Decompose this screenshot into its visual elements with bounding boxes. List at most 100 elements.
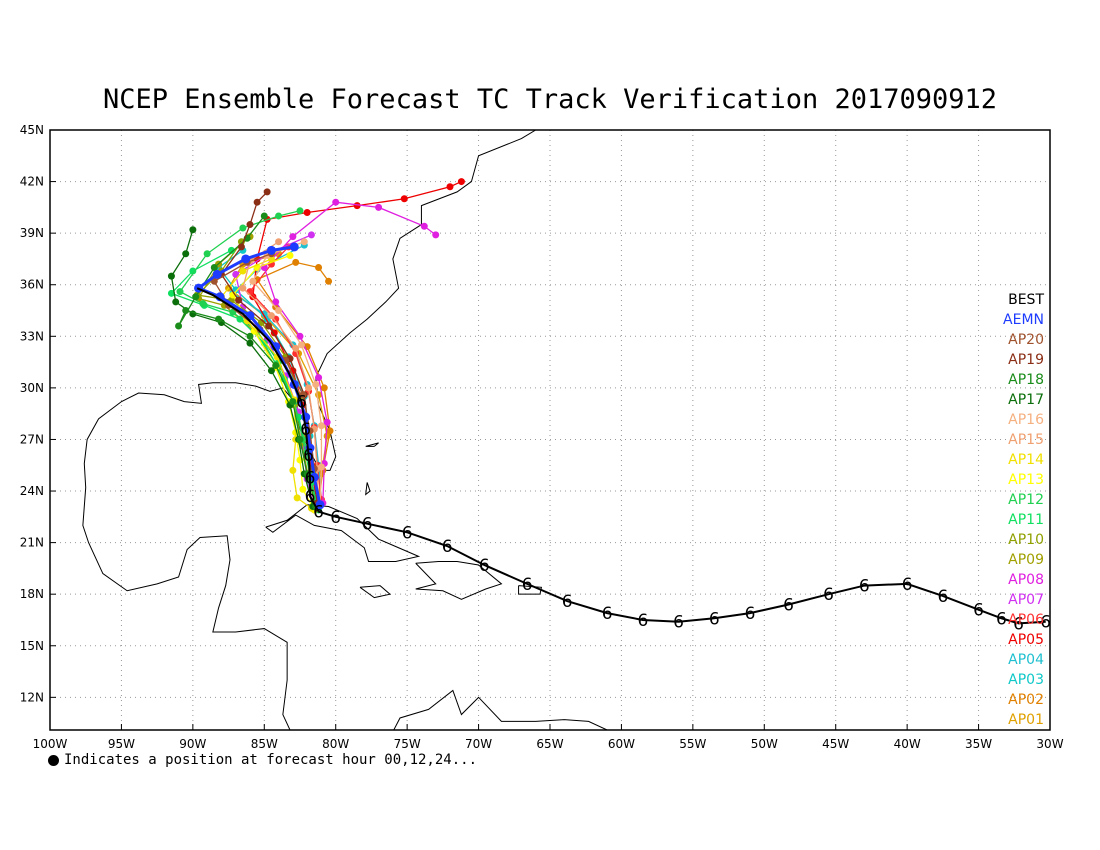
hurricane-symbol-icon: 6 (602, 604, 613, 624)
forecast-position (167, 289, 175, 297)
legend-item-ap15: AP15 (1008, 432, 1044, 448)
black-dot-icon (48, 754, 59, 766)
forecast-position (253, 198, 261, 206)
forecast-position (267, 367, 275, 375)
legend-item-ap06: AP06 (1008, 612, 1044, 628)
hurricane-symbol-icon: 6 (305, 487, 316, 507)
forecast-position (400, 195, 408, 203)
forecast-position (315, 374, 323, 382)
forecast-position (289, 466, 297, 474)
lon-tick-label: 70W (465, 737, 492, 751)
lat-tick-label: 24N (20, 484, 44, 498)
forecast-position (265, 322, 273, 330)
forecast-position (299, 485, 307, 493)
track-ap16 (249, 238, 325, 509)
forecast-position (312, 380, 320, 388)
forecast-position (246, 332, 254, 340)
forecast-position (300, 238, 308, 246)
forecast-position (239, 224, 247, 232)
forecast-position (305, 384, 313, 392)
track-line (220, 258, 312, 509)
lon-tick-label: 35W (965, 737, 992, 751)
position-note: Indicates a position at forecast hour 00… (48, 752, 477, 768)
legend-item-ap14: AP14 (1008, 452, 1044, 468)
forecast-position (235, 296, 243, 304)
lat-lon-grid (50, 130, 1050, 730)
lat-tick-label: 42N (20, 175, 44, 189)
legend-item-ap19: AP19 (1008, 352, 1044, 368)
legend-item-ap09: AP09 (1008, 552, 1044, 568)
forecast-position (375, 203, 383, 211)
chart-title: NCEP Ensemble Forecast TC Track Verifica… (102, 84, 998, 115)
forecast-position (239, 267, 247, 275)
legend-item-ap04: AP04 (1008, 652, 1044, 668)
lon-tick-label: 55W (679, 737, 706, 751)
hurricane-symbol-icon: 6 (745, 604, 756, 624)
forecast-position (315, 500, 325, 510)
forecast-position (315, 264, 323, 272)
forecast-position (272, 298, 280, 306)
latitude-ticks: 45N 42N 39N 36N 33N 30N 27N 24N 21N 18N 15N 12N (20, 123, 56, 704)
forecast-position (332, 198, 340, 206)
forecast-position (176, 288, 184, 296)
forecast-position (446, 183, 454, 191)
forecast-position (296, 435, 304, 443)
forecast-position (227, 246, 235, 254)
legend-item-ap02: AP02 (1008, 692, 1044, 708)
hurricane-symbol-icon: 6 (783, 595, 794, 615)
forecast-position (246, 221, 254, 229)
hurricane-symbol-icon: 6 (313, 503, 324, 523)
forecast-position (237, 243, 245, 251)
lon-tick-label: 95W (108, 737, 135, 751)
coastline (393, 689, 608, 730)
forecast-position (286, 252, 294, 260)
legend-item-ap17: AP17 (1008, 392, 1044, 408)
coastline (265, 504, 421, 563)
forecast-position (212, 269, 222, 279)
hurricane-symbol-icon: 6 (902, 575, 913, 595)
forecast-position (275, 212, 283, 220)
forecast-position (317, 463, 325, 471)
lon-tick-label: 75W (394, 737, 421, 751)
forecast-position (325, 277, 333, 285)
lat-tick-label: 15N (20, 639, 44, 653)
forecast-position (210, 264, 218, 272)
hurricane-symbol-icon: 6 (859, 577, 870, 597)
lon-tick-label: 30W (1036, 737, 1063, 751)
legend-item-ap11: AP11 (1008, 512, 1044, 528)
legend-item-ap01: AP01 (1008, 712, 1044, 728)
forecast-position (292, 344, 300, 352)
track-line (263, 201, 437, 504)
hurricane-symbol-icon: 6 (937, 587, 948, 607)
forecast-position (249, 293, 257, 301)
lat-tick-label: 39N (20, 226, 44, 240)
hurricane-symbol-icon: 6 (300, 420, 311, 440)
forecast-position (289, 398, 297, 406)
lon-tick-label: 90W (179, 737, 206, 751)
hurricane-symbol-icon: 6 (442, 537, 453, 557)
lon-tick-label: 50W (751, 737, 778, 751)
forecast-position (175, 322, 183, 330)
lat-tick-label: 33N (20, 329, 44, 343)
forecast-position (232, 270, 240, 278)
legend-item-ap05: AP05 (1008, 632, 1044, 648)
forecast-position (250, 327, 258, 335)
hurricane-symbol-icon: 6 (296, 393, 307, 413)
forecast-position (189, 226, 197, 234)
lat-tick-label: 12N (20, 690, 44, 704)
forecast-position (289, 233, 297, 241)
track-aemn (194, 242, 325, 510)
legend-item-ap13: AP13 (1008, 472, 1044, 488)
hurricane-symbol-icon: 6 (330, 508, 341, 528)
legend-item-ap18: AP18 (1008, 372, 1044, 388)
coastline (365, 442, 379, 447)
hurricane-symbol-icon: 6 (305, 468, 316, 488)
forecast-position (292, 258, 300, 266)
position-note-text: Indicates a position at forecast hour 00… (64, 752, 478, 768)
forecast-position (275, 307, 283, 315)
lon-tick-label: 65W (536, 737, 563, 751)
lat-tick-label: 45N (20, 123, 44, 137)
forecast-position (199, 300, 207, 308)
forecast-position (297, 341, 305, 349)
